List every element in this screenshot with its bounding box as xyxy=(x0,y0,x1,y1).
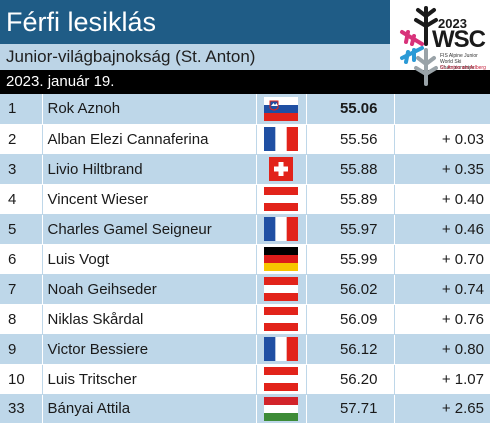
gap-cell: + 0.70 xyxy=(394,244,490,275)
country-flag-cell xyxy=(256,154,307,185)
rank-cell: 9 xyxy=(0,334,43,365)
france-flag xyxy=(264,127,298,151)
rank-cell: 8 xyxy=(0,304,43,335)
country-flag-cell xyxy=(256,334,307,365)
athlete-name-cell: Alban Elezi Cannaferina xyxy=(42,124,257,155)
gap-cell: + 0.35 xyxy=(394,154,490,185)
time-cell: 55.97 xyxy=(306,214,395,245)
country-flag-cell xyxy=(256,214,307,245)
gap-cell: + 0.74 xyxy=(394,274,490,305)
time-cell: 55.56 xyxy=(306,124,395,155)
country-flag-cell xyxy=(256,274,307,305)
athlete-name-cell: Bányai Attila xyxy=(42,394,257,424)
table-row: 10 Luis Tritscher 56.20 + 1.07 xyxy=(0,364,490,395)
rank-cell: 33 xyxy=(0,394,43,424)
gap-cell: + 0.80 xyxy=(394,334,490,365)
gap-cell: + 0.76 xyxy=(394,304,490,335)
table-row: 6 Luis Vogt 55.99 + 0.70 xyxy=(0,244,490,275)
time-cell: 55.06 xyxy=(306,94,395,125)
gap-cell: + 0.40 xyxy=(394,184,490,215)
country-flag-cell xyxy=(256,364,307,395)
logo-line1: FIS Alpine Junior World Ski Championship… xyxy=(440,53,478,71)
athlete-name-cell: Charles Gamel Seigneur xyxy=(42,214,257,245)
gap-cell: + 0.03 xyxy=(394,124,490,155)
snowflake-icon xyxy=(400,6,438,86)
austria-flag xyxy=(264,307,298,331)
athlete-name-cell: Livio Hiltbrand xyxy=(42,154,257,185)
rank-cell: 1 xyxy=(0,94,43,125)
france-flag xyxy=(264,217,298,241)
france-flag xyxy=(264,337,298,361)
rank-cell: 4 xyxy=(0,184,43,215)
table-row: 5 Charles Gamel Seigneur 55.97 + 0.46 xyxy=(0,214,490,245)
event-subtitle: Junior-világbajnokság (St. Anton) xyxy=(0,44,390,70)
country-flag-cell xyxy=(256,394,307,424)
slovenia-flag xyxy=(264,96,298,121)
athlete-name-cell: Luis Vogt xyxy=(42,244,257,275)
time-cell: 56.12 xyxy=(306,334,395,365)
athlete-name-cell: Rok Aznoh xyxy=(42,94,257,125)
gap-cell: + 0.46 xyxy=(394,214,490,245)
gap-cell: + 1.07 xyxy=(394,364,490,395)
country-flag-cell xyxy=(256,94,307,125)
athlete-name-cell: Luis Tritscher xyxy=(42,364,257,395)
logo-acronym: WSC xyxy=(432,26,486,53)
time-cell: 55.88 xyxy=(306,154,395,185)
country-flag-cell xyxy=(256,124,307,155)
austria-flag xyxy=(264,277,298,301)
results-table: 1 Rok Aznoh 55.06 2 Alban Elezi Cannaferina… xyxy=(0,94,490,424)
gap-cell xyxy=(394,94,490,125)
rank-cell: 2 xyxy=(0,124,43,155)
table-row: 8 Niklas Skårdal 56.09 + 0.76 xyxy=(0,304,490,335)
austria-flag xyxy=(264,187,298,211)
hungary-flag xyxy=(264,396,298,421)
time-cell: 56.09 xyxy=(306,304,395,335)
austria-flag xyxy=(264,367,298,391)
wsc-logo: 2023 WSC FIS Alpine Junior World Ski Cha… xyxy=(394,2,488,92)
athlete-name-cell: Niklas Skårdal xyxy=(42,304,257,335)
time-cell: 56.20 xyxy=(306,364,395,395)
rank-cell: 3 xyxy=(0,154,43,185)
rank-cell: 7 xyxy=(0,274,43,305)
gap-cell: + 2.65 xyxy=(394,394,490,424)
table-row: 9 Victor Bessiere 56.12 + 0.80 xyxy=(0,334,490,365)
time-cell: 56.02 xyxy=(306,274,395,305)
table-row: 1 Rok Aznoh 55.06 xyxy=(0,94,490,125)
table-row: 4 Vincent Wieser 55.89 + 0.40 xyxy=(0,184,490,215)
switzerland-flag xyxy=(264,157,298,181)
page-title: Férfi lesiklás xyxy=(0,0,390,44)
table-row: 7 Noah Geihseder 56.02 + 0.74 xyxy=(0,274,490,305)
rank-cell: 10 xyxy=(0,364,43,395)
time-cell: 57.71 xyxy=(306,394,395,424)
country-flag-cell xyxy=(256,304,307,335)
country-flag-cell xyxy=(256,244,307,275)
table-row: 33 Bányai Attila 57.71 + 2.65 xyxy=(0,394,490,424)
country-flag-cell xyxy=(256,184,307,215)
athlete-name-cell: Noah Geihseder xyxy=(42,274,257,305)
logo-year: 2023 xyxy=(438,16,467,31)
rank-cell: 5 xyxy=(0,214,43,245)
event-date: 2023. január 19. xyxy=(0,70,490,94)
table-row: 3 Livio Hiltbrand 55.88 + 0.35 xyxy=(0,154,490,185)
athlete-name-cell: Vincent Wieser xyxy=(42,184,257,215)
time-cell: 55.89 xyxy=(306,184,395,215)
rank-cell: 6 xyxy=(0,244,43,275)
table-row: 2 Alban Elezi Cannaferina 55.56 + 0.03 xyxy=(0,124,490,155)
germany-flag xyxy=(264,247,298,271)
time-cell: 55.99 xyxy=(306,244,395,275)
athlete-name-cell: Victor Bessiere xyxy=(42,334,257,365)
logo-line2: St. Anton am Arlberg xyxy=(440,65,486,71)
